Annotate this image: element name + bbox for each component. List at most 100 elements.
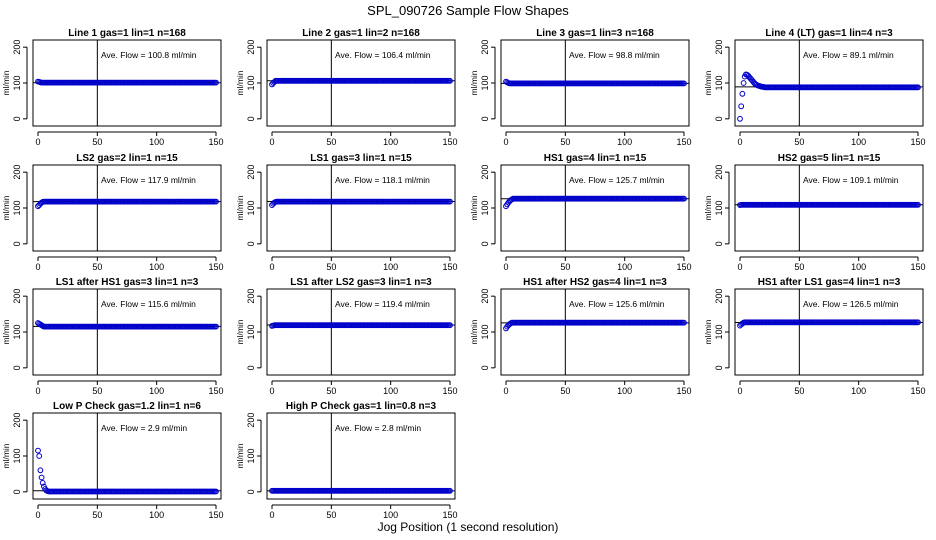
y-tick-label: 100 bbox=[246, 324, 256, 339]
x-tick-label: 50 bbox=[326, 386, 336, 396]
annotation-bg bbox=[333, 298, 453, 310]
plot-frame bbox=[734, 288, 924, 376]
y-axis-label: ml/min bbox=[1, 443, 11, 468]
x-tick-label: 0 bbox=[737, 262, 742, 272]
y-tick-label: 0 bbox=[714, 116, 724, 121]
x-tick-label: 0 bbox=[503, 137, 508, 147]
y-tick-label: 0 bbox=[12, 365, 22, 370]
y-tick-label: 200 bbox=[714, 165, 724, 180]
plot-frame bbox=[32, 412, 222, 500]
x-tick-label: 50 bbox=[560, 262, 570, 272]
x-tick-label: 50 bbox=[92, 137, 102, 147]
plot-frame bbox=[266, 412, 456, 500]
panel-grid: Line 1 gas=1 lin=1 n=168 0 100 200 ml/min 0 50… bbox=[1, 28, 926, 520]
flow-point bbox=[35, 447, 41, 454]
y-tick-label: 200 bbox=[480, 40, 490, 55]
x-tick-label: 50 bbox=[326, 262, 336, 272]
panel-title: LS1 gas=3 lin=1 n=15 bbox=[310, 153, 412, 164]
annotation-bg bbox=[801, 298, 921, 310]
x-tick-label: 150 bbox=[676, 386, 691, 396]
annotation-bg bbox=[567, 49, 687, 61]
flow-point bbox=[915, 84, 921, 91]
panel-title: HS2 gas=5 lin=1 n=15 bbox=[778, 153, 881, 164]
x-tick-label: 0 bbox=[269, 262, 274, 272]
flow-point bbox=[915, 201, 921, 208]
x-tick-label: 50 bbox=[92, 386, 102, 396]
plot-frame bbox=[266, 39, 456, 127]
panel-title: Line 1 gas=1 lin=1 n=168 bbox=[68, 28, 186, 39]
average-flow-annotation: Ave. Flow = 89.1 ml/min bbox=[803, 50, 894, 60]
plot-frame bbox=[500, 164, 690, 252]
x-tick-label: 150 bbox=[442, 510, 457, 520]
x-tick-label: 100 bbox=[383, 137, 398, 147]
average-flow-annotation: Ave. Flow = 125.6 ml/min bbox=[569, 299, 665, 309]
x-tick-label: 0 bbox=[35, 386, 40, 396]
y-tick-label: 100 bbox=[12, 75, 22, 90]
x-tick-label: 0 bbox=[35, 137, 40, 147]
y-tick-label: 0 bbox=[12, 489, 22, 494]
annotation-bg bbox=[99, 422, 219, 434]
flow-panel: Line 4 (LT) gas=1 lin=4 n=3 0 100 200 ml/min… bbox=[703, 28, 926, 147]
y-tick-label: 100 bbox=[714, 324, 724, 339]
flow-panel: LS1 after HS1 gas=3 lin=1 n=3 0 100 200 ml/m… bbox=[1, 277, 224, 396]
x-tick-label: 100 bbox=[617, 262, 632, 272]
flow-point bbox=[915, 319, 921, 326]
x-tick-label: 100 bbox=[383, 510, 398, 520]
y-tick-label: 200 bbox=[12, 40, 22, 55]
y-axis-label: ml/min bbox=[235, 195, 245, 220]
flow-point bbox=[213, 198, 219, 205]
flow-panel: LS1 gas=3 lin=1 n=15 0 100 200 ml/min 0 50 100 1… bbox=[235, 153, 458, 272]
annotation-bg bbox=[801, 49, 921, 61]
annotation-bg bbox=[99, 174, 219, 186]
flow-panel: LS1 after LS2 gas=3 lin=1 n=3 0 100 200 ml/m… bbox=[235, 277, 458, 396]
x-tick-label: 150 bbox=[208, 137, 223, 147]
annotation-bg bbox=[567, 298, 687, 310]
flow-panel: Low P Check gas=1.2 lin=1 n=6 0 100 200 ml/m… bbox=[1, 401, 224, 520]
x-tick-label: 0 bbox=[35, 262, 40, 272]
flow-point bbox=[447, 487, 453, 494]
x-tick-label: 150 bbox=[910, 262, 925, 272]
plot-frame bbox=[734, 39, 924, 127]
y-tick-label: 100 bbox=[12, 448, 22, 463]
panel-title: LS1 after LS2 gas=3 lin=1 n=3 bbox=[290, 277, 432, 288]
y-tick-label: 0 bbox=[12, 241, 22, 246]
average-flow-annotation: Ave. Flow = 109.1 ml/min bbox=[803, 175, 899, 185]
x-tick-label: 50 bbox=[92, 510, 102, 520]
figure-xlabel: Jog Position (1 second resolution) bbox=[378, 520, 559, 534]
annotation-bg bbox=[801, 174, 921, 186]
average-flow-annotation: Ave. Flow = 2.9 ml/min bbox=[101, 423, 187, 433]
x-tick-label: 150 bbox=[442, 262, 457, 272]
x-tick-label: 0 bbox=[269, 510, 274, 520]
x-tick-label: 0 bbox=[269, 386, 274, 396]
x-tick-label: 100 bbox=[149, 510, 164, 520]
x-tick-label: 100 bbox=[149, 386, 164, 396]
panel-title: Line 3 gas=1 lin=3 n=168 bbox=[536, 28, 654, 39]
y-tick-label: 200 bbox=[480, 165, 490, 180]
y-tick-label: 200 bbox=[246, 165, 256, 180]
x-tick-label: 150 bbox=[910, 137, 925, 147]
x-tick-label: 150 bbox=[208, 262, 223, 272]
y-tick-label: 100 bbox=[480, 324, 490, 339]
y-tick-label: 0 bbox=[246, 489, 256, 494]
x-tick-label: 150 bbox=[910, 386, 925, 396]
x-tick-label: 0 bbox=[737, 386, 742, 396]
flow-point bbox=[37, 467, 44, 474]
y-tick-label: 0 bbox=[12, 116, 22, 121]
x-tick-label: 150 bbox=[208, 386, 223, 396]
flow-point bbox=[447, 77, 453, 84]
annotation-bg bbox=[333, 49, 453, 61]
flow-point bbox=[681, 80, 687, 87]
x-tick-label: 100 bbox=[851, 386, 866, 396]
y-axis-label: ml/min bbox=[235, 319, 245, 344]
x-tick-label: 100 bbox=[851, 262, 866, 272]
plot-frame bbox=[32, 288, 222, 376]
flow-point bbox=[36, 453, 43, 459]
x-tick-label: 50 bbox=[794, 262, 804, 272]
y-axis-label: ml/min bbox=[1, 70, 11, 95]
y-axis-label: ml/min bbox=[703, 70, 713, 95]
flow-panel: HS1 after HS2 gas=4 lin=1 n=3 0 100 200 ml/m… bbox=[469, 277, 692, 396]
y-tick-label: 0 bbox=[714, 365, 724, 370]
panel-title: Line 2 gas=1 lin=2 n=168 bbox=[302, 28, 420, 39]
annotation-bg bbox=[333, 174, 453, 186]
y-tick-label: 0 bbox=[480, 365, 490, 370]
